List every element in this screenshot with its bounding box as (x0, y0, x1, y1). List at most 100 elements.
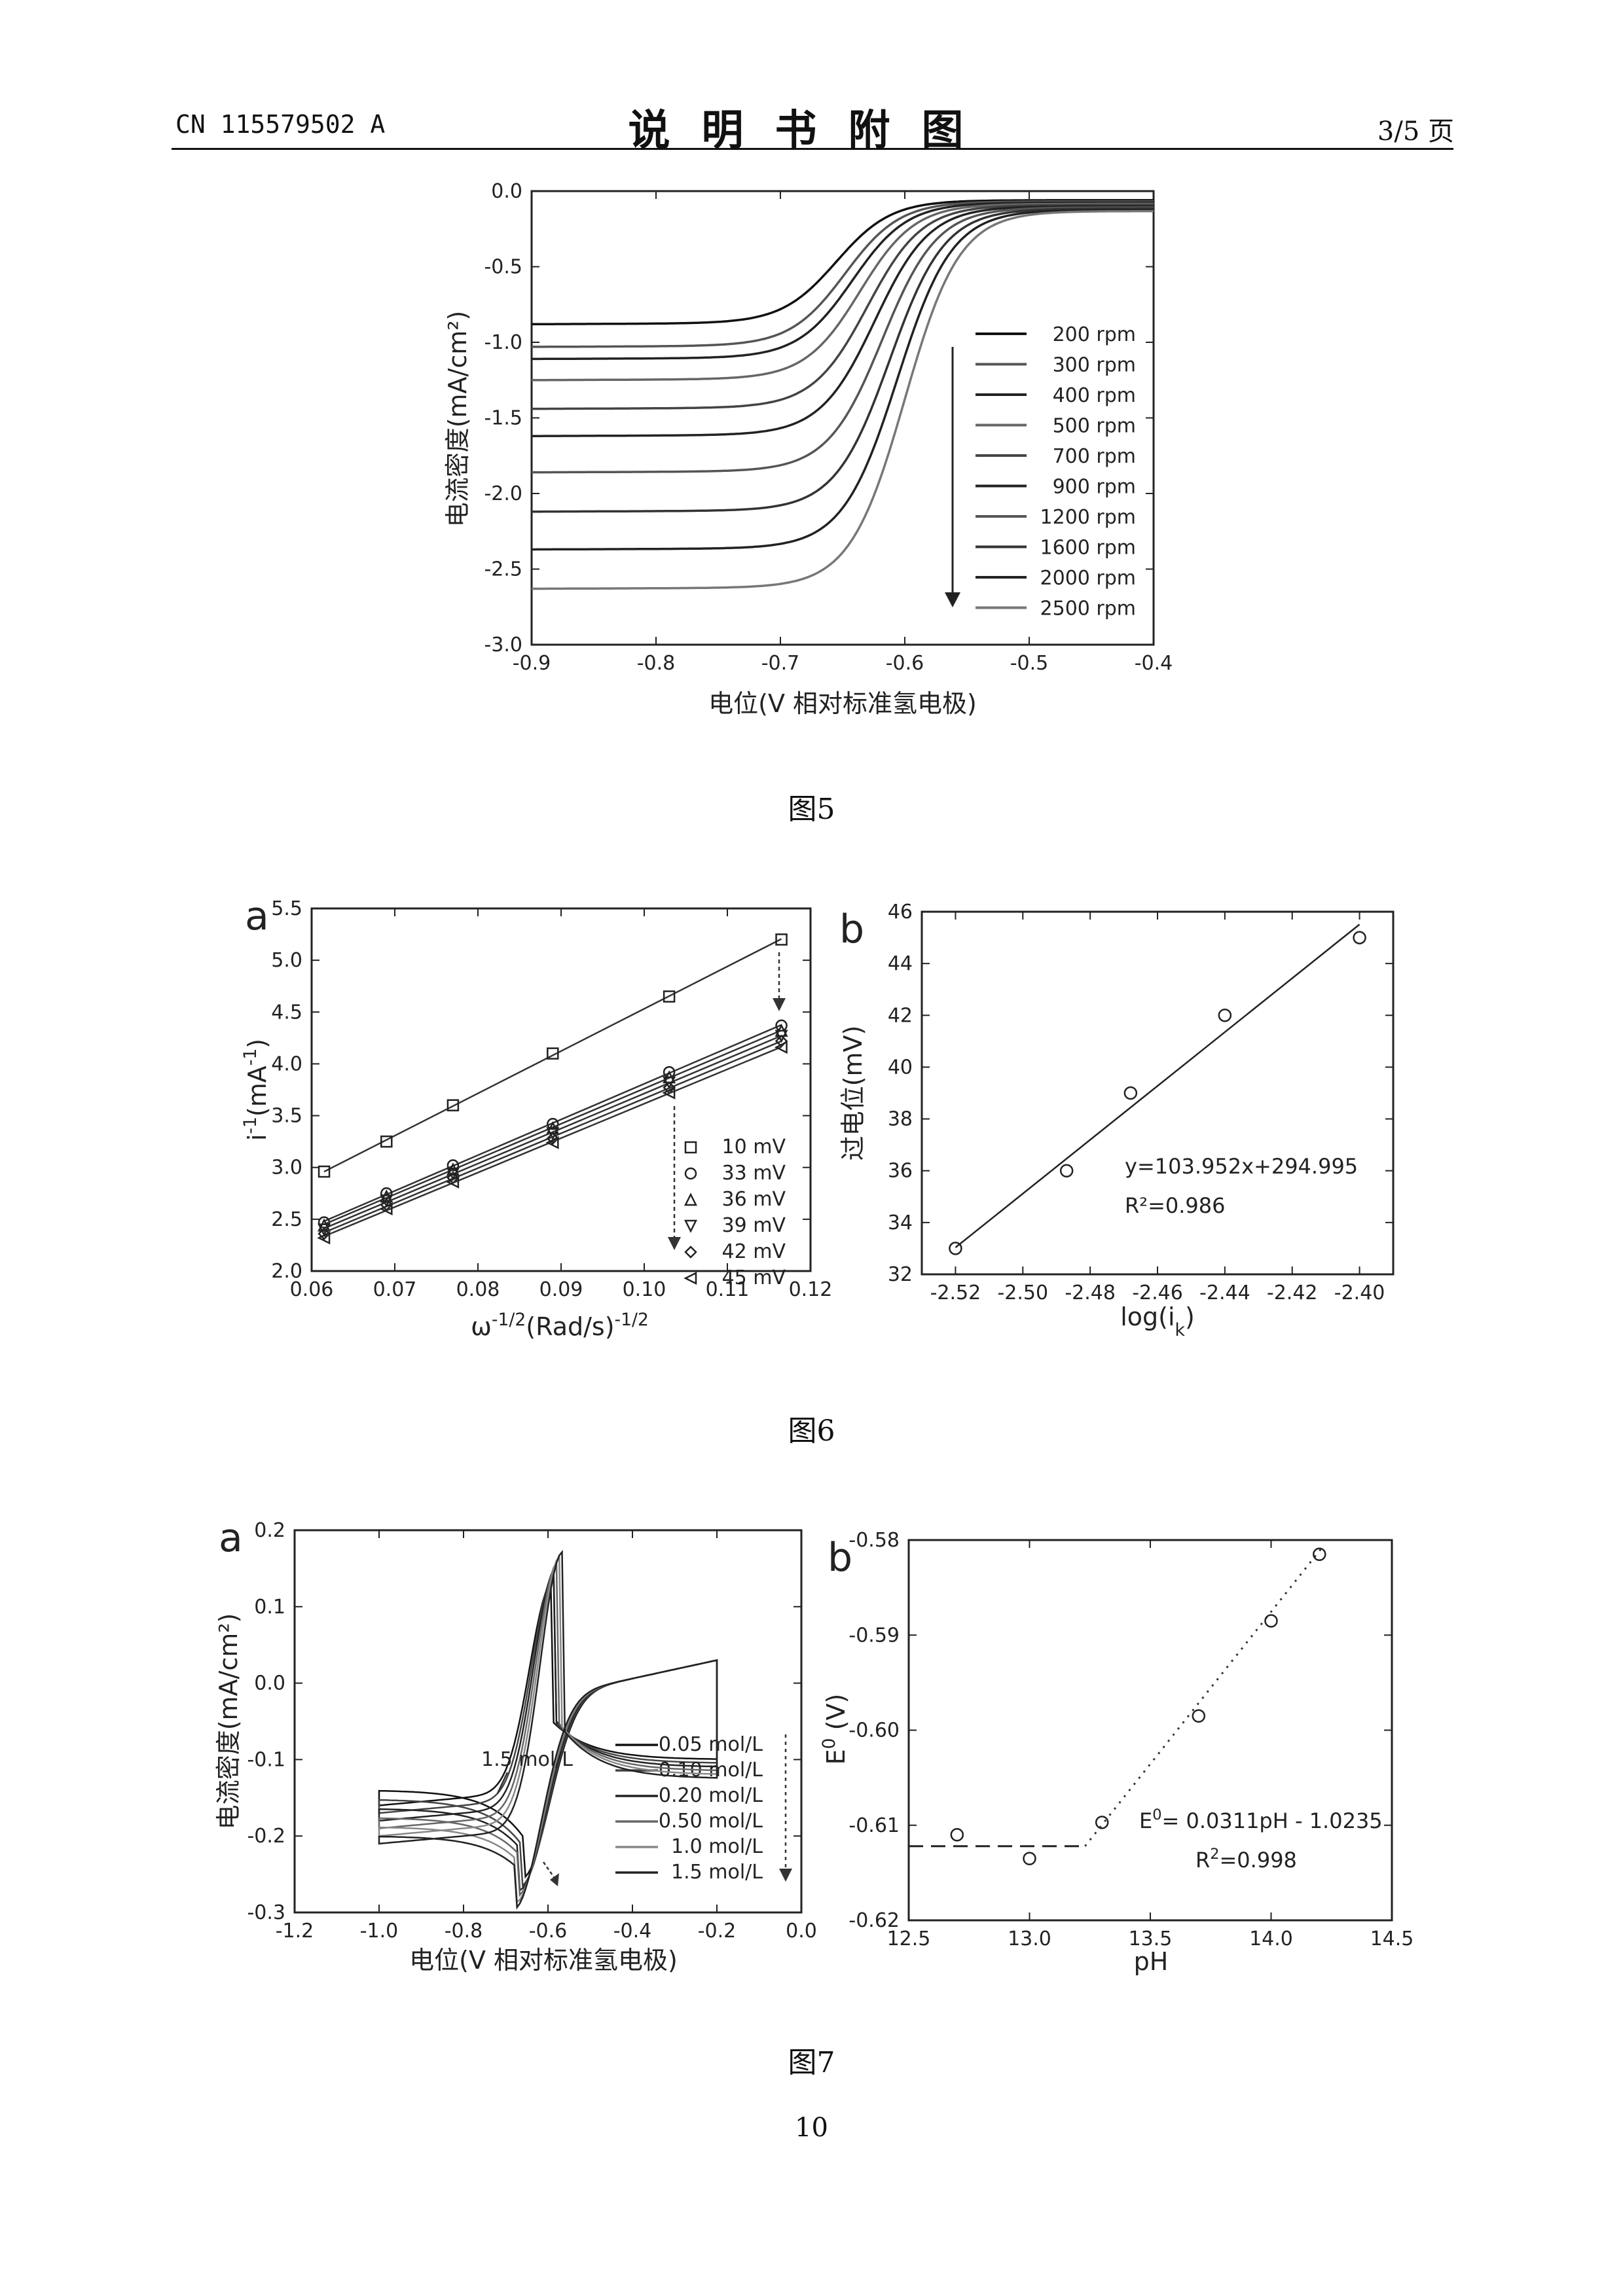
fig5-legend-label: 1200 rpm (1040, 506, 1136, 529)
fig5-xtick-label: -0.9 (513, 652, 551, 675)
fig7b-data-point (1264, 1614, 1278, 1628)
figure-5-chart: -0.9 -0.8 -0.7 -0.6 -0.5 -0.4 0.0 -0.5 -1.0 -1.5 -… (443, 180, 1173, 718)
fig6a-ytick-label: 5.5 (271, 897, 302, 920)
fig6a-legend-marker (684, 1167, 697, 1180)
fig6a-xtick-label: 0.10 (623, 1278, 666, 1301)
figure-7-caption: 图7 (788, 2046, 835, 2079)
fig7b-fit-line (1084, 1544, 1325, 1847)
fig6a-ytick-label: 4.0 (271, 1052, 302, 1075)
fig6b-xtick-label: -2.50 (997, 1282, 1048, 1304)
fig7b-data-point (1192, 1709, 1206, 1723)
fig6a-legend-label: 39 mV (722, 1214, 786, 1237)
fig5-xtick-label: -0.8 (637, 652, 676, 675)
fig5-ytick-label: -3.0 (484, 634, 522, 656)
fig6a-data-point (662, 1086, 676, 1100)
fig5-series-line (532, 200, 1154, 348)
fig6a-xtick-label: 0.11 (706, 1278, 750, 1301)
fig7a-ytick-label: -0.1 (247, 1748, 285, 1771)
fig6a-ytick-label: 3.5 (271, 1105, 302, 1128)
fig6a-legend-label: 36 mV (722, 1188, 786, 1211)
fig6a-legend-marker (684, 1141, 697, 1154)
fig6a-arrow2-head (668, 1237, 681, 1250)
fig5-xlabel: 电位(V 相对标准氢电极) (708, 689, 977, 718)
fig6b-xtick-label: -2.42 (1267, 1282, 1318, 1304)
fig6a-legend-label: 33 mV (722, 1162, 786, 1185)
fig5-ytick-label: -2.5 (484, 558, 522, 581)
fig6a-data-point (775, 1034, 788, 1048)
fig6a-data-point (318, 1165, 331, 1178)
fig6a-legend-marker (684, 1246, 697, 1259)
fig6b-ytick-label: 42 (888, 1004, 913, 1027)
fig6b-data-point (1218, 1009, 1232, 1022)
fig6a-data-point (446, 1175, 460, 1189)
fig6a-xtick-label: 0.06 (290, 1278, 334, 1301)
fig7b-fit-equation: E0= 0.0311pH - 1.0235 (1139, 1806, 1383, 1833)
fig7a-xtick-label: -1.0 (360, 1920, 399, 1943)
fig6a-data-point (318, 1218, 331, 1232)
fig5-legend-label: 500 rpm (1053, 415, 1136, 438)
fig6a-ytick-label: 2.0 (271, 1260, 302, 1283)
fig6b-ytick-label: 40 (888, 1056, 913, 1079)
page-indicator: 3/5 页 (1377, 117, 1454, 147)
fig6b-ylabel: 过电位(mV) (839, 1026, 867, 1161)
fig6b-panel-label: b (839, 906, 864, 952)
fig6b-xtick-label: -2.44 (1199, 1282, 1250, 1304)
page-number: 10 (795, 2113, 828, 2143)
fig6b-data-point (1353, 931, 1366, 944)
fig7b-ytick-label: -0.58 (848, 1529, 900, 1552)
fig6a-legend-label: 45 mV (722, 1266, 786, 1289)
fig6a-data-point (775, 933, 788, 946)
fig6b-data-point (1123, 1086, 1138, 1100)
fig6a-xtick-label: 0.08 (456, 1278, 500, 1301)
fig5-legend-label: 200 rpm (1053, 323, 1136, 346)
fig5-arrow-head (945, 592, 960, 607)
fig5-series-line (532, 202, 1154, 382)
fig7b-ylabel: E0 (V) (819, 1694, 851, 1765)
fig5-legend-label: 1600 rpm (1040, 537, 1136, 560)
fig6a-arrow-head (773, 998, 786, 1011)
fig7a-ytick-label: 0.1 (254, 1596, 285, 1619)
fig6a-data-point (447, 1099, 460, 1111)
fig6a-ytick-label: 4.5 (271, 1001, 302, 1024)
fig6a-data-point (447, 1159, 460, 1172)
fig7b-r-squared: R2=0.998 (1195, 1846, 1297, 1873)
fig6b-data-point (949, 1242, 962, 1255)
fig5-legend-label: 700 rpm (1053, 445, 1136, 468)
figure-6-caption: 图6 (788, 1414, 835, 1448)
fig7a-legend-label: 0.50 mol/L (659, 1810, 763, 1833)
fig5-series-line (532, 208, 1154, 551)
fig6a-data-point (318, 1227, 331, 1240)
fig6a-xtick-label: 0.12 (789, 1278, 833, 1301)
fig5-xtick-label: -0.4 (1135, 652, 1173, 675)
fig7a-legend-label: 0.20 mol/L (659, 1784, 763, 1807)
fig7b-data-point (1313, 1547, 1326, 1562)
fig6a-legend-marker (684, 1219, 698, 1233)
fig6a-data-point (380, 1135, 393, 1148)
patent-number: CN 115579502 A (175, 110, 386, 139)
fig6a-data-point (446, 1167, 460, 1181)
fig6a-data-point (663, 1076, 676, 1090)
fig7a-peak-arrowhead (550, 1873, 559, 1886)
fig6a-data-point (546, 1127, 560, 1141)
fig7b-data-point (1095, 1816, 1109, 1829)
fig6a-data-point (547, 1047, 559, 1060)
fig7b-data-point (1023, 1852, 1036, 1865)
fig5-ytick-label: -2.0 (484, 482, 522, 505)
figure-5-caption: 图5 (788, 793, 835, 826)
header-rule (172, 148, 1453, 150)
fig5-ytick-label: -0.5 (484, 256, 522, 279)
fig6a-xtick-label: 0.07 (373, 1278, 417, 1301)
fig5-legend-label: 300 rpm (1053, 354, 1136, 377)
fig5-series-line (532, 207, 1154, 513)
fig5-series-line (532, 209, 1154, 590)
fig7a-cv-curve (378, 1549, 718, 1910)
fig6a-data-point (546, 1132, 560, 1145)
fig6b-fit-equation: y=103.952x+294.995 (1125, 1154, 1358, 1179)
fig7b-xlabel: pH (1134, 1947, 1169, 1976)
fig6a-fit-line (323, 1040, 782, 1234)
figure-6a-chart: 0.06 0.07 0.08 0.09 0.10 0.11 0.12 2.0 2.5 3.0 3.5… (240, 893, 833, 1341)
fig7a-ytick-label: -0.3 (247, 1901, 285, 1924)
fig7b-ytick-label: -0.61 (848, 1814, 900, 1837)
fig6b-xtick-label: -2.52 (930, 1282, 981, 1304)
fig7a-ylabel: 电流密度(mA/cm²) (214, 1613, 243, 1830)
